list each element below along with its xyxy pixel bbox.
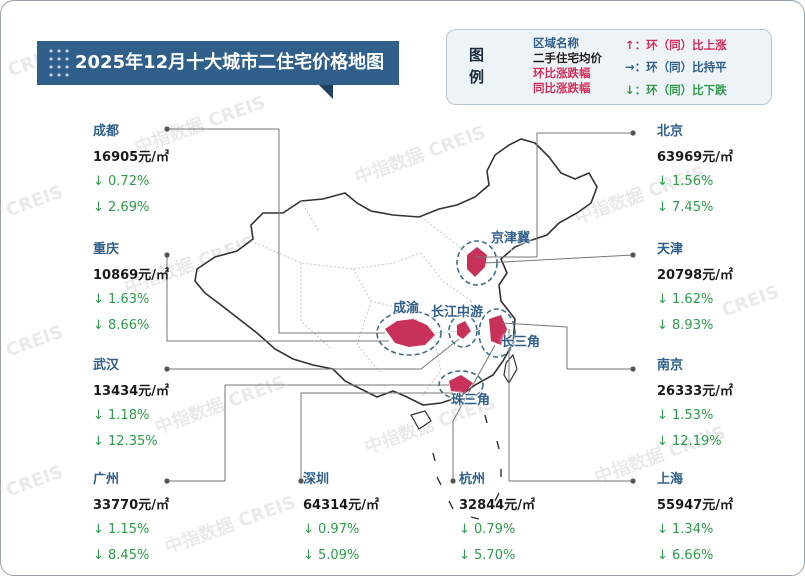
city-card-chongqing: 重庆 10869元/㎡ ↓ 1.63% ↓ 8.66% bbox=[93, 241, 243, 335]
region-label-chengyu: 成渝 bbox=[393, 301, 420, 316]
hainan-island bbox=[410, 410, 432, 430]
city-name: 成都 bbox=[93, 124, 120, 139]
city-price: 32844元/㎡ bbox=[459, 498, 535, 513]
city-price: 33770元/㎡ bbox=[93, 498, 169, 513]
leader-line-shanghai bbox=[508, 329, 633, 482]
city-name: 武汉 bbox=[93, 358, 120, 373]
region-changjiang-shape bbox=[448, 314, 478, 348]
legend-box: 图例 区域名称 二手住宅均价 环比涨跌幅 同比涨跌幅 ↑：环（同）比上涨 →：环… bbox=[446, 29, 772, 105]
leader-line-chengdu bbox=[167, 128, 385, 334]
city-mom-change: ↓ 1.63% bbox=[93, 292, 150, 307]
city-mom-change: ↓ 0.79% bbox=[459, 522, 516, 537]
region-changsanjiao-shape bbox=[478, 308, 516, 358]
city-price: 55947元/㎡ bbox=[657, 498, 733, 513]
leader-line-tianjin bbox=[484, 254, 634, 264]
city-price: 64314元/㎡ bbox=[303, 498, 379, 513]
region-label-jingjinji: 京津冀 bbox=[491, 231, 531, 246]
city-card-shenzhen: 深圳 64314元/㎡ ↓ 0.97% ↓ 5.09% bbox=[303, 471, 453, 565]
leader-line-hangzhou bbox=[452, 344, 496, 481]
leader-line-chongqing bbox=[166, 255, 389, 342]
city-yoy-change: ↓ 5.09% bbox=[303, 548, 360, 563]
city-mom-change: ↓ 1.56% bbox=[657, 174, 714, 189]
city-mom-change: ↓ 1.53% bbox=[657, 408, 714, 423]
city-mom-change: ↓ 1.34% bbox=[657, 522, 714, 537]
city-price: 63969元/㎡ bbox=[657, 150, 733, 165]
page-title: 2025年12月十大城市二住宅价格地图 bbox=[75, 52, 385, 73]
leader-line-nanjing bbox=[500, 322, 633, 370]
city-price: 26333元/㎡ bbox=[657, 384, 733, 399]
legend-header: 图例 bbox=[469, 46, 485, 86]
city-mom-change: ↓ 1.18% bbox=[93, 408, 150, 423]
city-price: 20798元/㎡ bbox=[657, 268, 733, 283]
city-card-nanjing: 南京 26333元/㎡ ↓ 1.53% ↓ 12.19% bbox=[657, 357, 804, 451]
leader-line-guangzhou bbox=[167, 384, 449, 482]
legend-yoy-change: 同比涨跌幅 bbox=[533, 81, 591, 95]
leader-line-beijing bbox=[475, 132, 633, 258]
city-yoy-change: ↓ 12.35% bbox=[93, 434, 158, 449]
city-price: 16905元/㎡ bbox=[93, 150, 169, 165]
city-name: 南京 bbox=[657, 358, 684, 373]
city-yoy-change: ↓ 2.69% bbox=[93, 200, 150, 215]
city-name: 重庆 bbox=[93, 242, 120, 257]
city-yoy-change: ↓ 8.66% bbox=[93, 318, 150, 333]
city-mom-change: ↓ 0.72% bbox=[93, 174, 150, 189]
leader-dots bbox=[164, 126, 636, 484]
city-card-guangzhou: 广州 33770元/㎡ ↓ 1.15% ↓ 8.45% bbox=[93, 471, 243, 565]
city-name: 深圳 bbox=[303, 472, 330, 487]
region-label-changjiang: 长江中游 bbox=[431, 305, 484, 320]
city-name: 杭州 bbox=[459, 472, 486, 487]
title-banner: 2025年12月十大城市二住宅价格地图 bbox=[37, 41, 399, 85]
dot-grid-decoration bbox=[47, 47, 73, 79]
region-label-zhusanjiao: 珠三角 bbox=[451, 393, 491, 408]
legend-rise: ↑：环（同）比上涨 bbox=[625, 38, 727, 52]
city-yoy-change: ↓ 12.19% bbox=[657, 434, 722, 449]
city-yoy-change: ↓ 6.66% bbox=[657, 548, 714, 563]
city-card-wuhan: 武汉 13434元/㎡ ↓ 1.18% ↓ 12.35% bbox=[93, 357, 243, 451]
legend-region-name: 区域名称 bbox=[533, 36, 579, 50]
city-card-chengdu: 成都 16905元/㎡ ↓ 0.72% ↓ 2.69% bbox=[93, 123, 243, 217]
city-card-tianjin: 天津 20798元/㎡ ↓ 1.62% ↓ 8.93% bbox=[657, 241, 804, 335]
leader-line-shenzhen bbox=[300, 392, 453, 481]
city-price: 10869元/㎡ bbox=[93, 268, 169, 283]
region-chengyu-shape bbox=[376, 310, 442, 356]
city-name: 天津 bbox=[657, 242, 684, 257]
city-mom-change: ↓ 1.15% bbox=[93, 522, 150, 537]
city-yoy-change: ↓ 8.93% bbox=[657, 318, 714, 333]
region-jingjinji-shape bbox=[456, 240, 498, 286]
city-card-hangzhou: 杭州 32844元/㎡ ↓ 0.79% ↓ 5.70% bbox=[459, 471, 609, 565]
city-yoy-change: ↓ 8.45% bbox=[93, 548, 150, 563]
legend-mom-change: 环比涨跌幅 bbox=[533, 66, 591, 80]
city-price: 13434元/㎡ bbox=[93, 384, 169, 399]
city-card-shanghai: 上海 55947元/㎡ ↓ 1.34% ↓ 6.66% bbox=[657, 471, 804, 565]
city-mom-change: ↓ 0.97% bbox=[303, 522, 360, 537]
south-china-sea-dashes bbox=[432, 414, 502, 520]
region-label-changsanjiao: 长三角 bbox=[501, 335, 541, 350]
legend-avg-price: 二手住宅均价 bbox=[533, 51, 602, 65]
city-yoy-change: ↓ 7.45% bbox=[657, 200, 714, 215]
taiwan-island bbox=[503, 353, 518, 385]
city-name: 广州 bbox=[93, 472, 120, 487]
city-mom-change: ↓ 1.62% bbox=[657, 292, 714, 307]
title-banner-fold bbox=[319, 85, 333, 99]
city-card-beijing: 北京 63969元/㎡ ↓ 1.56% ↓ 7.45% bbox=[657, 123, 804, 217]
city-name: 上海 bbox=[657, 472, 684, 487]
leader-line-wuhan bbox=[167, 338, 460, 370]
legend-flat: →：环（同）比持平 bbox=[625, 60, 727, 74]
city-name: 北京 bbox=[657, 124, 684, 139]
legend-decline: ↓：环（同）比下跌 bbox=[625, 83, 727, 97]
leader-lines bbox=[166, 128, 634, 482]
city-yoy-change: ↓ 5.70% bbox=[459, 548, 516, 563]
